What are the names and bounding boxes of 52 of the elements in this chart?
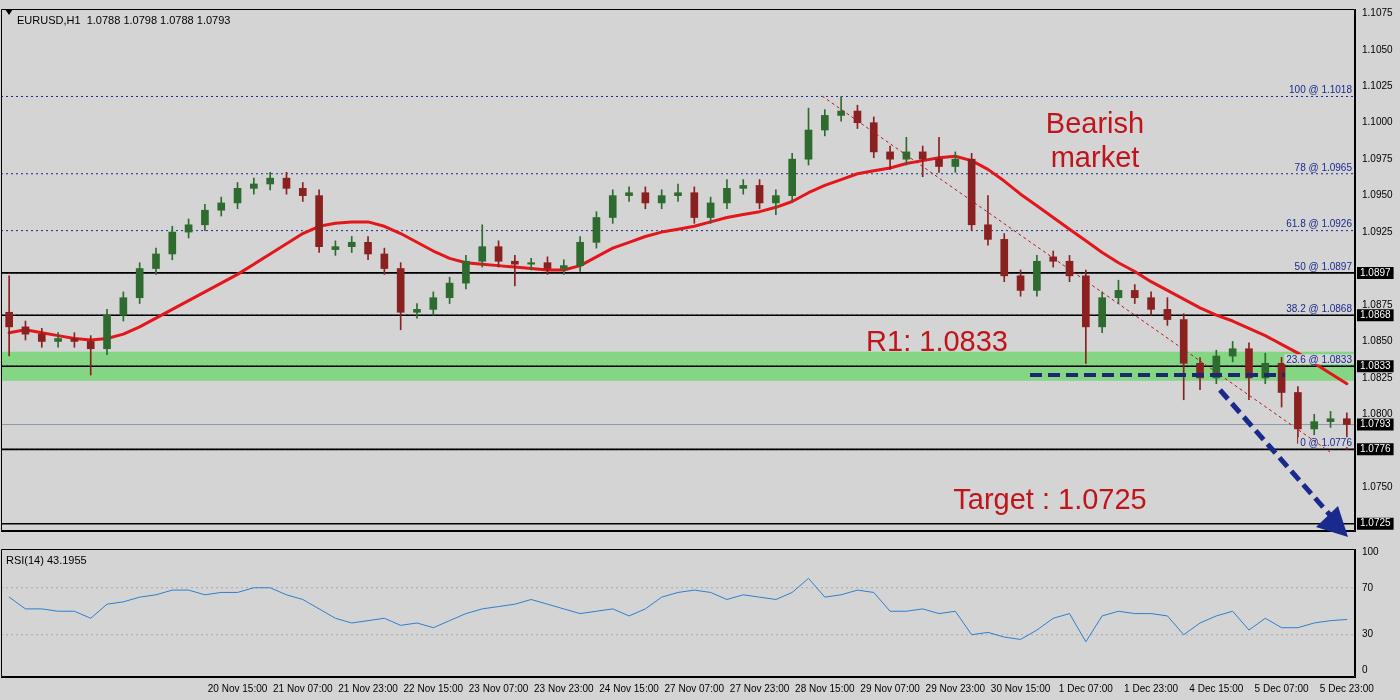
- x-tick-label: 27 Nov 07:00: [664, 682, 725, 694]
- ref-line-label: 1.0897: [1360, 266, 1392, 278]
- annotation: Target : 1.0725: [953, 482, 1147, 515]
- y-tick-label: 1.1025: [1362, 80, 1394, 92]
- x-tick-label: 27 Nov 23:00: [729, 682, 790, 694]
- ref-line-label: 78 @ 1.0965: [1294, 161, 1353, 173]
- y-tick-label: 70: [1362, 581, 1374, 593]
- chart-title: RSI(14) 43.1955: [6, 553, 87, 566]
- y-tick-label: 0: [1362, 663, 1368, 675]
- chart-title: EURUSD,H1 1.0788 1.0798 1.0788 1.0793: [17, 13, 231, 26]
- annotation: Bearish market: [1045, 107, 1145, 173]
- x-tick-label: 29 Nov 07:00: [860, 682, 921, 694]
- ref-line-label: 1.0868: [1360, 308, 1392, 320]
- x-tick-label: 22 Nov 15:00: [403, 682, 464, 694]
- y-tick-label: 1.0825: [1362, 371, 1394, 383]
- x-tick-label: 21 Nov 23:00: [338, 682, 399, 694]
- y-tick-label: 1.1050: [1362, 43, 1394, 55]
- y-tick-label: 1.0750: [1362, 481, 1394, 493]
- x-tick-label: 28 Nov 15:00: [795, 682, 855, 694]
- annotation: R1: 1.0833: [866, 325, 1008, 358]
- ref-line-label: 1.0725: [1360, 517, 1392, 529]
- y-tick-label: 1.0875: [1362, 298, 1394, 310]
- x-tick-label: 30 Nov 15:00: [990, 682, 1051, 694]
- x-tick-label: 24 Nov 15:00: [599, 682, 660, 694]
- x-tick-label: 23 Nov 07:00: [468, 682, 529, 694]
- y-tick-label: 1.0975: [1362, 152, 1394, 164]
- ref-line-label: 1.0833: [1360, 359, 1392, 371]
- x-tick-label: 20 Nov 15:00: [207, 682, 268, 694]
- ref-line-label: 100 @ 1.1018: [1289, 84, 1353, 96]
- ref-line-label: 1.0793: [1360, 418, 1392, 430]
- x-tick-label: 5 Dec 07:00: [1254, 682, 1309, 694]
- ref-line-label: 61.8 @ 1.0926: [1286, 218, 1353, 230]
- ref-line-label: 38.2 @ 1.0868: [1286, 302, 1353, 314]
- ref-line-label: 1.0776: [1360, 443, 1392, 455]
- y-tick-label: 1.1075: [1362, 7, 1394, 19]
- y-tick-label: 1.0850: [1362, 335, 1394, 347]
- x-tick-label: 1 Dec 23:00: [1124, 682, 1179, 694]
- y-tick-label: 1.0925: [1362, 225, 1394, 237]
- y-tick-label: 1.0800: [1362, 408, 1394, 420]
- ref-line-label: 50 @ 1.0897: [1294, 260, 1353, 272]
- y-tick-label: 100: [1362, 546, 1380, 558]
- x-tick-label: 29 Nov 23:00: [925, 682, 986, 694]
- x-tick-label: 21 Nov 07:00: [273, 682, 333, 694]
- x-tick-label: 5 Dec 23:00: [1319, 682, 1375, 694]
- y-tick-label: 30: [1362, 628, 1374, 640]
- y-tick-label: 1.1000: [1362, 116, 1394, 128]
- x-tick-label: 23 Nov 23:00: [534, 682, 594, 694]
- x-tick-label: 1 Dec 07:00: [1058, 682, 1114, 694]
- x-tick-label: 4 Dec 15:00: [1189, 682, 1244, 694]
- ref-line-label: 23.6 @ 1.0833: [1286, 353, 1353, 365]
- y-tick-label: 1.0950: [1362, 189, 1394, 201]
- ref-line-label: 0 @ 1.0776: [1300, 437, 1353, 449]
